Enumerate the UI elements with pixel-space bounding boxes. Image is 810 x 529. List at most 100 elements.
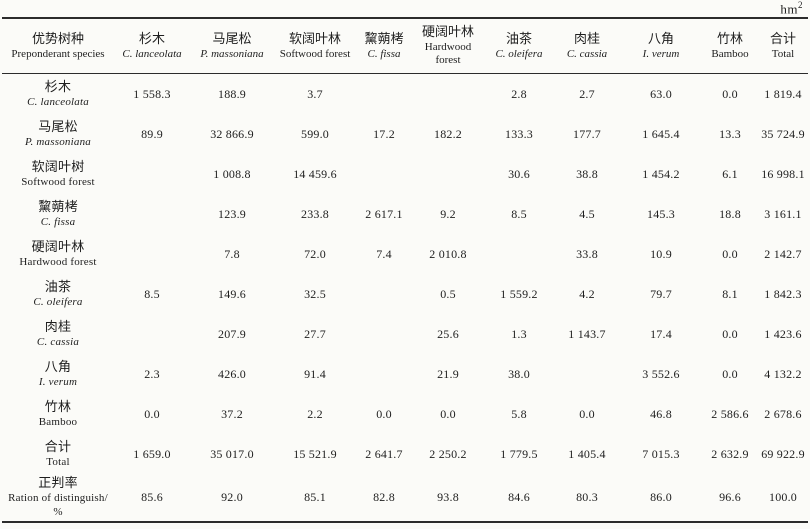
cell: 32.5	[304, 286, 326, 301]
cell: 6.1	[722, 166, 738, 181]
cell: 63.0	[650, 86, 672, 101]
row-label-name-cn: 合计	[44, 438, 72, 454]
cell: 1 405.4	[568, 446, 606, 461]
row-label: 油茶 C. oleifera	[2, 274, 114, 314]
row-label-name-cn: 软阔叶树	[31, 158, 85, 174]
cell	[412, 74, 484, 115]
cell: 8.5	[511, 206, 527, 221]
cell: 17.2	[373, 126, 395, 141]
cell: 426.0	[218, 366, 246, 381]
cell: 10.9	[650, 246, 672, 261]
cell: 7.8	[224, 246, 240, 261]
row-label: 杉木 C. lanceolata	[2, 74, 114, 115]
cell: 3 161.1	[764, 206, 802, 221]
cell: 0.5	[440, 286, 456, 301]
cell: 79.7	[650, 286, 672, 301]
table-row: 油茶 C. oleifera 8.5 149.6 32.5 0.5 1 559.2 4.2 79…	[2, 274, 808, 314]
cell: 0.0	[579, 406, 595, 421]
row-label: 肉桂 C. cassia	[2, 314, 114, 354]
cell: 18.8	[719, 206, 741, 221]
cell: 2 641.7	[365, 446, 403, 461]
table-row: 马尾松 P. massoniana 89.9 32 866.9 599.0 17.2 182…	[2, 114, 808, 154]
row-label-name-sub: C. lanceolata	[27, 95, 89, 108]
cell: 0.0	[722, 366, 738, 381]
row-label-name-cn: 肉桂	[44, 318, 72, 334]
row-label-name-sub: Hardwood forest	[19, 255, 97, 268]
cell: 8.1	[722, 286, 738, 301]
cell: 1.3	[511, 326, 527, 341]
unit-base: hm	[780, 1, 798, 17]
cell: 17.4	[650, 326, 672, 341]
cell	[114, 234, 190, 274]
col-header-9: 竹林 Bamboo	[702, 18, 758, 74]
row-label-name-cn: 黧蒴栲	[38, 198, 78, 214]
table-row: 软阔叶树 Softwood forest 1 008.8 14 459.6 30.6 38…	[2, 154, 808, 194]
cell: 27.7	[304, 326, 326, 341]
cell: 8.5	[144, 286, 160, 301]
cell: 25.6	[437, 326, 459, 341]
cell: 82.8	[373, 490, 395, 504]
header-row: 优势树种 Preponderant species 杉木 C. lanceolata 马…	[2, 18, 808, 74]
col-header-name-sub: Softwood forest	[279, 47, 351, 60]
cell: 145.3	[647, 206, 675, 221]
table-row: 八角 I. verum 2.3 426.0 91.4 21.9 38.0 3 552.6 0.0…	[2, 354, 808, 394]
row-label-name-sub: Total	[46, 455, 70, 468]
cell: 149.6	[218, 286, 246, 301]
cell	[114, 154, 190, 194]
cell: 1 143.7	[568, 326, 606, 341]
cell: 85.1	[304, 490, 326, 504]
cell	[554, 354, 620, 394]
cell: 30.6	[508, 166, 530, 181]
cell: 1 645.4	[642, 126, 680, 141]
cell: 33.8	[576, 246, 598, 261]
col-header-5: 硬阔叶林 Hardwood forest	[412, 18, 484, 74]
col-header-8: 八角 I. verum	[620, 18, 702, 74]
cell: 16 998.1	[761, 166, 805, 181]
cell: 72.0	[304, 246, 326, 261]
col-header-name-cn: 马尾松	[212, 30, 252, 46]
col-header-name-sub: C. oleifera	[495, 47, 543, 60]
row-label-name-cn: 硬阔叶林	[31, 238, 85, 254]
cell: 1 659.0	[133, 446, 171, 461]
cell: 100.0	[769, 490, 797, 504]
col-header-6: 油茶 C. oleifera	[484, 18, 554, 74]
row-label-name-cn: 八角	[44, 358, 72, 374]
col-header-name-cn: 硬阔叶林	[421, 23, 474, 39]
col-header-name-sub: I. verum	[642, 47, 680, 60]
cell: 4 132.2	[764, 366, 802, 381]
cell: 2 678.6	[764, 406, 802, 421]
col-header-name-cn: 杉木	[138, 30, 165, 46]
col-header-name-sub: C. fissa	[367, 47, 401, 60]
cell: 3.7	[307, 86, 323, 101]
cell: 9.2	[440, 206, 456, 221]
row-label: 八角 I. verum	[2, 354, 114, 394]
cell: 1 559.2	[500, 286, 538, 301]
cell: 207.9	[218, 326, 246, 341]
cell: 35 017.0	[210, 446, 254, 461]
cell	[356, 74, 412, 115]
cell	[356, 314, 412, 354]
col-header-2: 马尾松 P. massoniana	[190, 18, 274, 74]
row-label-name-sub: Ration of distinguish/ %	[8, 492, 108, 518]
col-header-name-sub: C. cassia	[566, 47, 608, 60]
table-row: 硬阔叶林 Hardwood forest 7.8 72.0 7.4 2 010.8 33.8…	[2, 234, 808, 274]
col-header-name-sub: C. lanceolata	[122, 47, 182, 60]
cell: 7.4	[376, 246, 392, 261]
cell	[484, 234, 554, 274]
col-header-10: 合计 Total	[758, 18, 808, 74]
cell	[356, 274, 412, 314]
cell	[114, 194, 190, 234]
cell: 85.6	[141, 490, 163, 504]
unit-exponent: 2	[798, 0, 803, 10]
row-label-name-sub: Softwood forest	[21, 175, 95, 188]
cell: 1 558.3	[133, 86, 171, 101]
col-header-3: 软阔叶林 Softwood forest	[274, 18, 356, 74]
col-header-name-cn: 优势树种	[31, 30, 84, 46]
col-header-name-cn: 软阔叶林	[288, 30, 341, 46]
cell: 2 250.2	[429, 446, 467, 461]
cell	[114, 314, 190, 354]
cell: 2.3	[144, 366, 160, 381]
area-unit-label: hm2	[780, 0, 803, 17]
col-header-name-cn: 肉桂	[573, 30, 600, 46]
